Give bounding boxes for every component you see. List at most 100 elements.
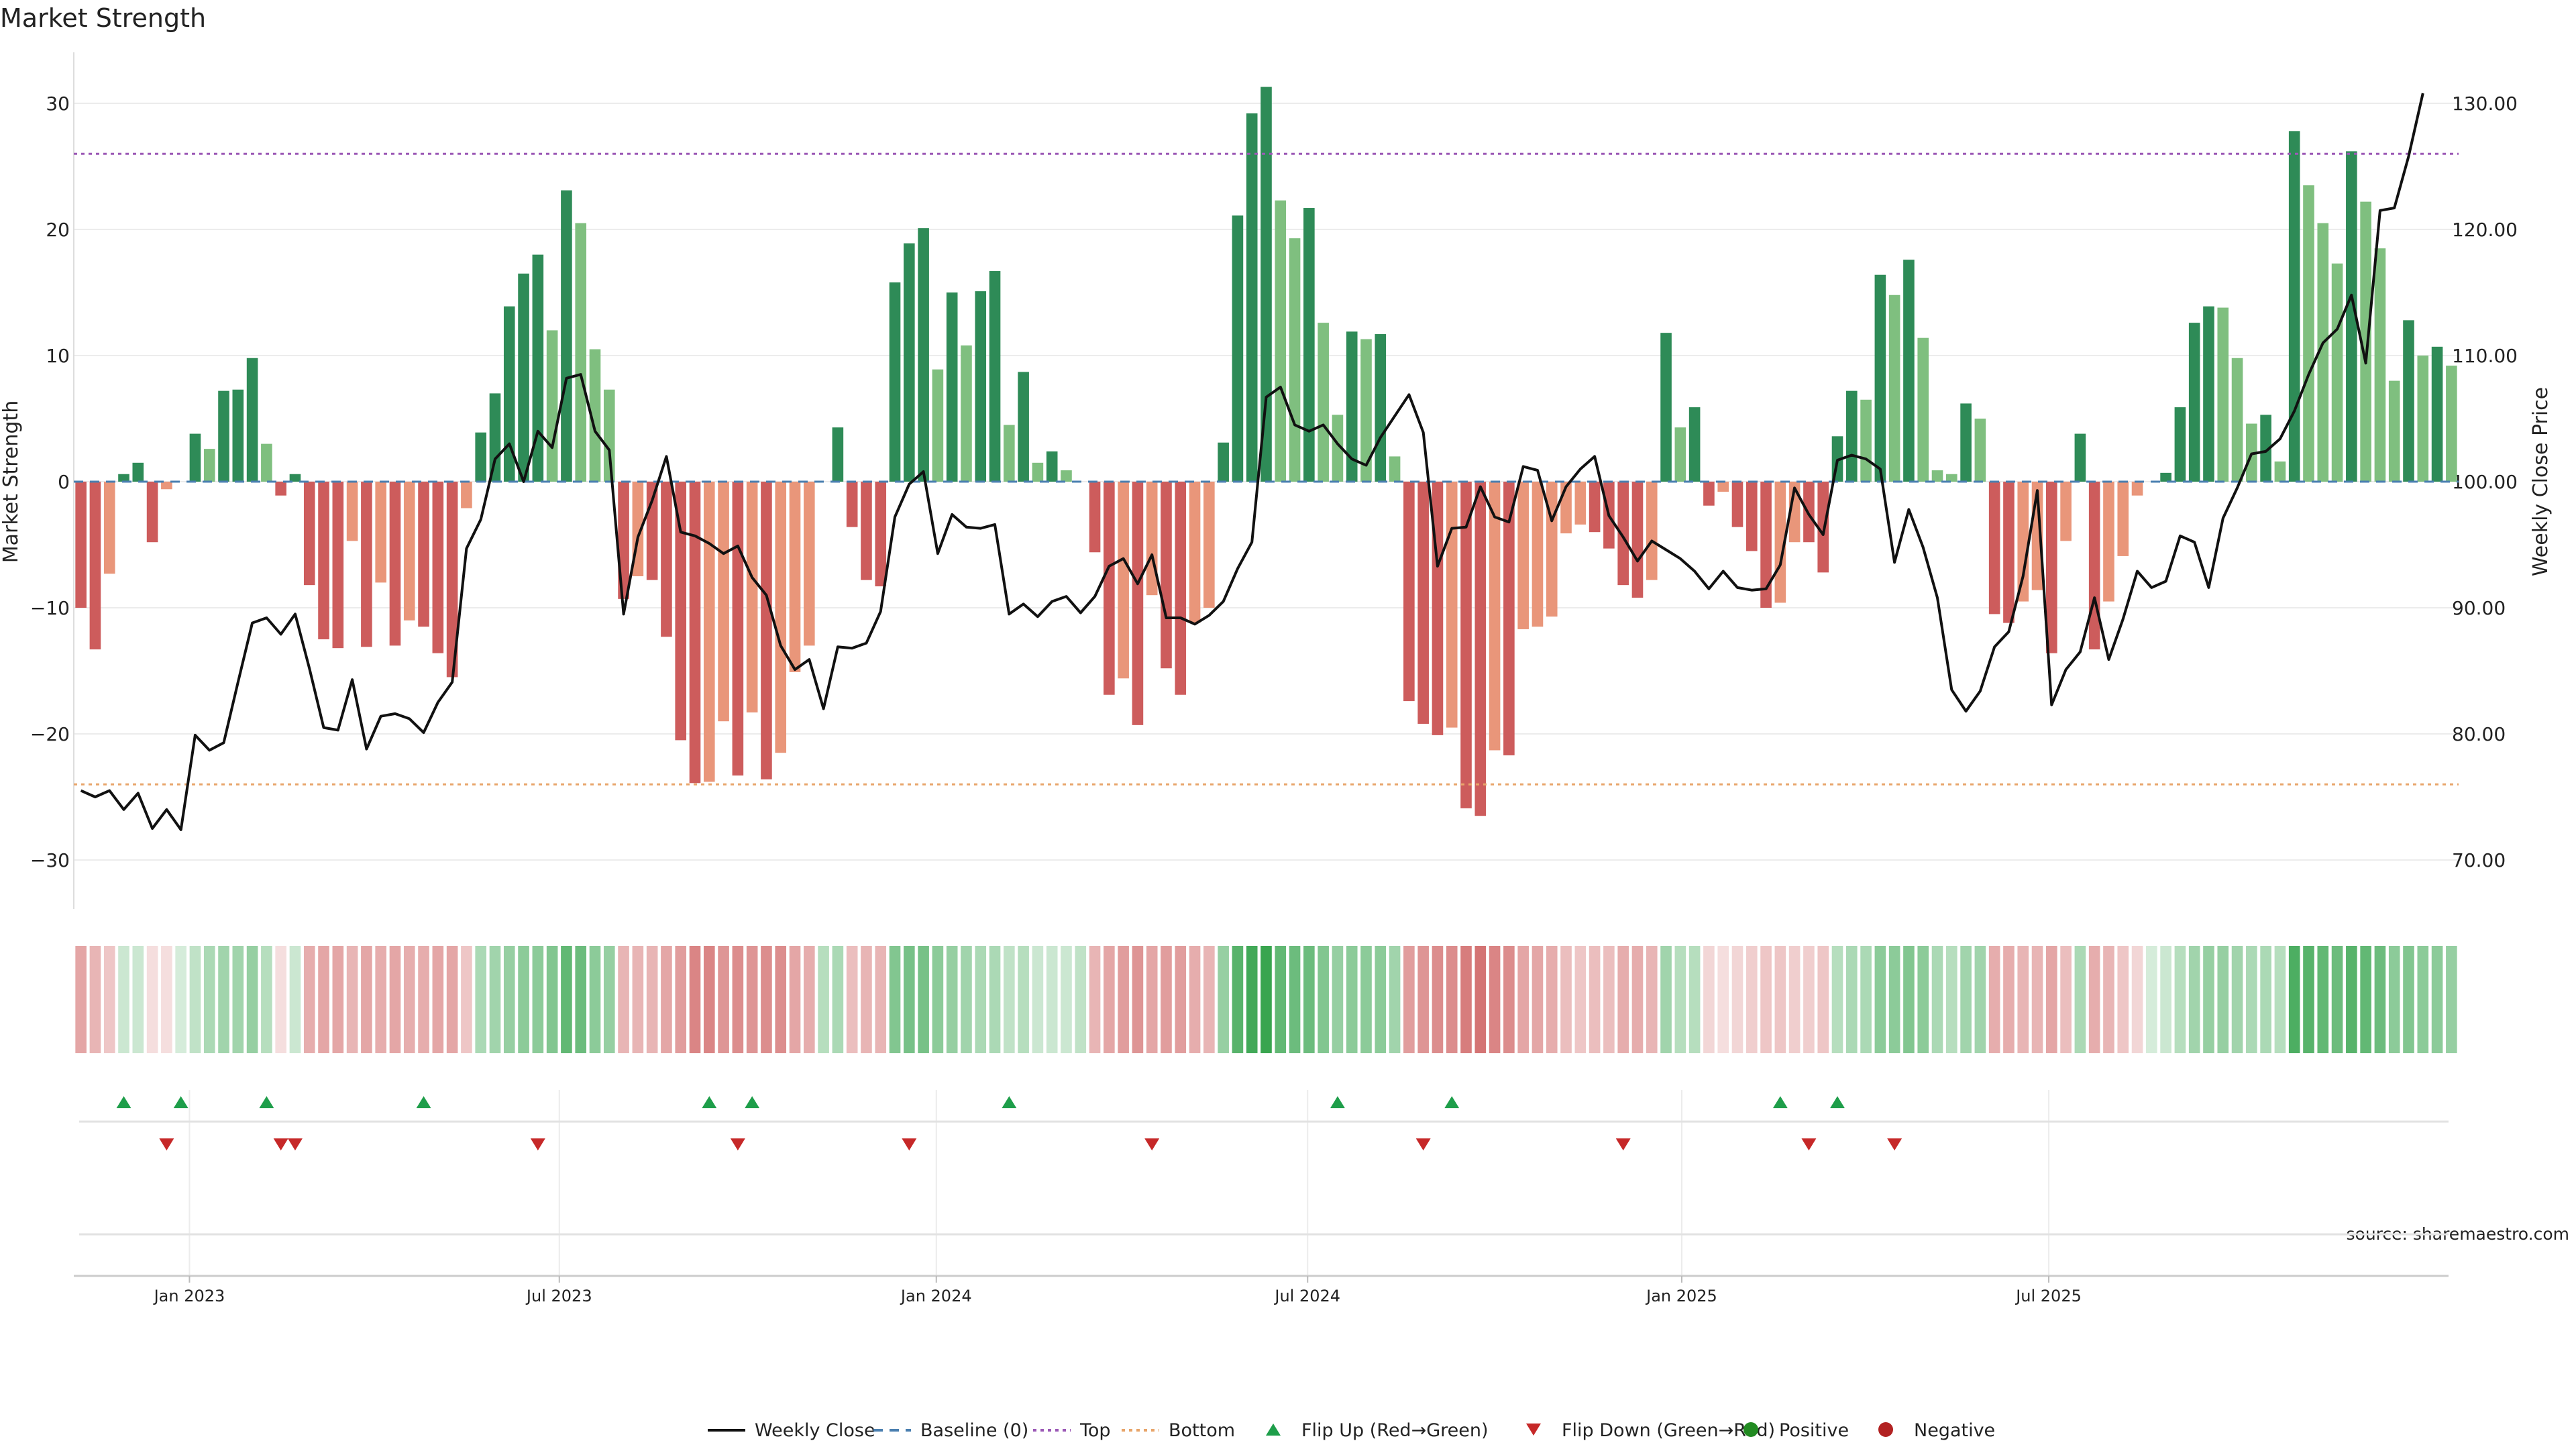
heat-cell bbox=[403, 946, 415, 1053]
strength-bar bbox=[2074, 433, 2086, 482]
strength-bar bbox=[118, 474, 129, 482]
heat-cell bbox=[189, 946, 201, 1053]
legend-label: Flip Up (Red→Green) bbox=[1301, 1420, 1489, 1441]
strength-bar bbox=[232, 389, 244, 482]
heat-cell bbox=[303, 946, 315, 1053]
strength-bar bbox=[661, 482, 672, 637]
strength-bar bbox=[2103, 482, 2114, 602]
y-tick-label: −20 bbox=[30, 723, 70, 745]
heat-cell bbox=[1375, 946, 1387, 1053]
legend-swatch-dot bbox=[1743, 1422, 1758, 1437]
strength-bar bbox=[989, 271, 1001, 482]
heat-cell bbox=[1432, 946, 1444, 1053]
heat-cell bbox=[1917, 946, 1929, 1053]
heat-cell bbox=[1574, 946, 1587, 1053]
strength-bar bbox=[1903, 260, 1915, 482]
strength-bar bbox=[1232, 215, 1244, 482]
strength-bar bbox=[2231, 358, 2243, 482]
strength-bar bbox=[732, 482, 744, 776]
strength-bar bbox=[561, 190, 572, 482]
strength-bar bbox=[2088, 482, 2100, 650]
heat-cell bbox=[732, 946, 744, 1053]
heat-cell bbox=[346, 946, 358, 1053]
heat-cell bbox=[1974, 946, 1986, 1053]
heat-cell bbox=[1260, 946, 1272, 1053]
strength-bar bbox=[2446, 366, 2457, 482]
heat-cell bbox=[475, 946, 486, 1053]
flip-up-marker bbox=[1772, 1096, 1788, 1108]
strength-bar bbox=[1289, 238, 1301, 482]
heat-cell bbox=[1960, 946, 1972, 1053]
heat-cell bbox=[1089, 946, 1101, 1053]
heat-cell bbox=[532, 946, 544, 1053]
heat-cell bbox=[389, 946, 401, 1053]
grid-layer: 30 20 10 0 −10 −20 −30 130.00 120.00 110.00 100.00… bbox=[30, 52, 2518, 1278]
heat-cell bbox=[275, 946, 286, 1053]
heat-cell bbox=[1232, 946, 1244, 1053]
heat-cell bbox=[2160, 946, 2171, 1053]
x-tick-label: Jan 2025 bbox=[1645, 1287, 1717, 1305]
heat-cell bbox=[1118, 946, 1129, 1053]
flip-up-marker bbox=[1829, 1096, 1845, 1108]
strength-bar bbox=[103, 482, 115, 574]
heat-cell bbox=[203, 946, 215, 1053]
strength-bar bbox=[2174, 407, 2186, 482]
strength-bar bbox=[546, 330, 558, 482]
heat-cell bbox=[1218, 946, 1229, 1053]
strength-bar bbox=[361, 482, 372, 647]
flip-up-marker bbox=[1002, 1096, 1017, 1108]
heat-cell bbox=[718, 946, 729, 1053]
strength-bar bbox=[1574, 482, 1587, 525]
strength-bar bbox=[689, 482, 701, 784]
heat-cell bbox=[946, 946, 958, 1053]
heat-cell bbox=[904, 946, 915, 1053]
strength-bar bbox=[75, 482, 87, 608]
legend-label: Negative bbox=[1914, 1420, 1995, 1441]
heat-cell bbox=[1474, 946, 1487, 1053]
heat-cell bbox=[1631, 946, 1644, 1053]
heat-cell bbox=[2274, 946, 2286, 1053]
strength-bar bbox=[2346, 151, 2357, 482]
flip-up-marker bbox=[416, 1096, 431, 1108]
heat-cell bbox=[261, 946, 272, 1053]
strength-bar bbox=[775, 482, 787, 753]
heat-cell bbox=[1888, 946, 1900, 1053]
strength-bar bbox=[532, 254, 544, 482]
y2-tick-label: 130.00 bbox=[2452, 93, 2518, 115]
heat-cell bbox=[961, 946, 972, 1053]
heat-cell bbox=[446, 946, 458, 1053]
legend-label: Top bbox=[1079, 1420, 1111, 1441]
strength-bar bbox=[861, 482, 872, 580]
strength-bar bbox=[1446, 482, 1458, 728]
price-line-layer bbox=[80, 93, 2424, 831]
y2-axis-label: Weekly Close Price bbox=[2529, 387, 2553, 576]
heat-cell bbox=[2388, 946, 2400, 1053]
flip-down-marker bbox=[1801, 1138, 1817, 1150]
heat-cell bbox=[2046, 946, 2057, 1053]
heat-cell bbox=[1517, 946, 1529, 1053]
legend-label: Baseline (0) bbox=[920, 1420, 1028, 1441]
heat-cell bbox=[2060, 946, 2072, 1053]
heat-cell bbox=[1346, 946, 1358, 1053]
heat-cell bbox=[603, 946, 615, 1053]
heat-cell bbox=[418, 946, 429, 1053]
heat-cell bbox=[1660, 946, 1672, 1053]
flip-down-marker bbox=[159, 1138, 174, 1150]
heat-cell bbox=[1774, 946, 1786, 1053]
strength-bar bbox=[1417, 482, 1429, 724]
strength-bar bbox=[1104, 482, 1115, 695]
legend-item-baseline: Baseline (0) bbox=[873, 1420, 1028, 1441]
strength-bar bbox=[1960, 403, 1972, 482]
heat-cell bbox=[2431, 946, 2443, 1053]
strength-bar bbox=[432, 482, 444, 653]
strength-bar bbox=[1874, 274, 1886, 482]
heat-cell bbox=[1560, 946, 1572, 1053]
heat-cell bbox=[1903, 946, 1915, 1053]
strength-bar bbox=[1860, 399, 1872, 482]
strength-bar bbox=[132, 462, 144, 482]
strength-bar bbox=[2274, 461, 2286, 482]
heat-cell bbox=[1717, 946, 1729, 1053]
heat-cell bbox=[561, 946, 572, 1053]
heat-cell bbox=[1532, 946, 1544, 1053]
heat-cell bbox=[1389, 946, 1401, 1053]
